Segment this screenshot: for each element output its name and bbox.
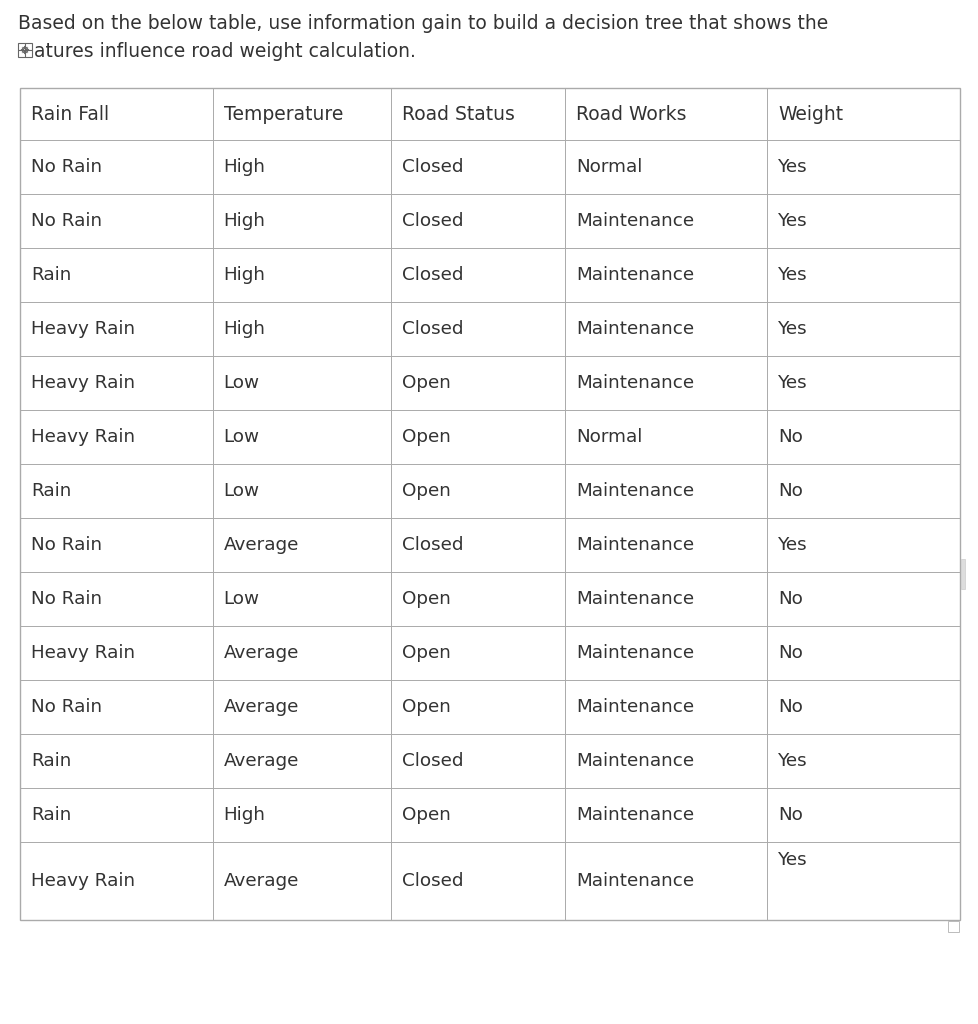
Text: No Rain: No Rain — [31, 590, 102, 608]
Text: High: High — [223, 158, 265, 176]
Text: Heavy Rain: Heavy Rain — [31, 644, 135, 662]
Text: Low: Low — [223, 590, 259, 608]
Text: Closed: Closed — [402, 536, 464, 554]
Text: Closed: Closed — [402, 319, 464, 338]
Text: Maintenance: Maintenance — [576, 212, 693, 230]
Text: Normal: Normal — [576, 428, 642, 446]
Text: Maintenance: Maintenance — [576, 266, 693, 284]
Text: Heavy Rain: Heavy Rain — [31, 872, 135, 890]
Text: Low: Low — [223, 428, 259, 446]
Text: Open: Open — [402, 644, 451, 662]
Text: Maintenance: Maintenance — [576, 590, 693, 608]
Text: Low: Low — [223, 482, 259, 500]
Text: Average: Average — [223, 644, 298, 662]
Text: Average: Average — [223, 698, 298, 716]
Text: Maintenance: Maintenance — [576, 698, 693, 716]
Text: Open: Open — [402, 698, 451, 716]
Bar — [960, 559, 964, 589]
Text: Maintenance: Maintenance — [576, 374, 693, 392]
Text: Open: Open — [402, 806, 451, 824]
Text: Temperature: Temperature — [223, 104, 342, 124]
Text: Yes: Yes — [778, 752, 807, 770]
Text: Maintenance: Maintenance — [576, 806, 693, 824]
Text: Closed: Closed — [402, 266, 464, 284]
Text: High: High — [223, 806, 265, 824]
Text: High: High — [223, 212, 265, 230]
Text: No Rain: No Rain — [31, 536, 102, 554]
Text: No: No — [778, 644, 802, 662]
Text: Maintenance: Maintenance — [576, 752, 693, 770]
Text: Maintenance: Maintenance — [576, 644, 693, 662]
Text: Closed: Closed — [402, 872, 464, 890]
Text: Yes: Yes — [778, 536, 807, 554]
Text: Maintenance: Maintenance — [576, 536, 693, 554]
Text: Yes: Yes — [778, 266, 807, 284]
Text: Open: Open — [402, 374, 451, 392]
Text: Low: Low — [223, 374, 259, 392]
Text: Closed: Closed — [402, 158, 464, 176]
Text: Closed: Closed — [402, 212, 464, 230]
Text: Normal: Normal — [576, 158, 642, 176]
Text: Yes: Yes — [778, 212, 807, 230]
Text: Heavy Rain: Heavy Rain — [31, 374, 135, 392]
Text: No: No — [778, 428, 802, 446]
Text: Rain: Rain — [31, 806, 71, 824]
Text: Average: Average — [223, 752, 298, 770]
Bar — [20, 88, 959, 920]
Text: Based on the below table, use information gain to build a decision tree that sho: Based on the below table, use informatio… — [18, 14, 827, 33]
Text: No: No — [778, 482, 802, 500]
Bar — [948, 921, 958, 932]
Text: Yes: Yes — [778, 158, 807, 176]
Text: Open: Open — [402, 590, 451, 608]
Text: No Rain: No Rain — [31, 698, 102, 716]
Text: atures influence road weight calculation.: atures influence road weight calculation… — [34, 42, 416, 61]
Text: No: No — [778, 590, 802, 608]
Text: Average: Average — [223, 872, 298, 890]
Text: Open: Open — [402, 482, 451, 500]
Text: No Rain: No Rain — [31, 212, 102, 230]
Text: Rain: Rain — [31, 482, 71, 500]
Text: Yes: Yes — [778, 374, 807, 392]
Text: Yes: Yes — [778, 851, 807, 869]
Text: Closed: Closed — [402, 752, 464, 770]
Text: Rain Fall: Rain Fall — [31, 104, 109, 124]
Text: Road Works: Road Works — [576, 104, 686, 124]
Text: No: No — [778, 698, 802, 716]
Text: Rain: Rain — [31, 266, 71, 284]
Text: No: No — [778, 806, 802, 824]
Text: Heavy Rain: Heavy Rain — [31, 319, 135, 338]
Bar — [18, 43, 32, 57]
Text: Maintenance: Maintenance — [576, 482, 693, 500]
Text: Yes: Yes — [778, 319, 807, 338]
Text: High: High — [223, 319, 265, 338]
Text: Open: Open — [402, 428, 451, 446]
Text: Maintenance: Maintenance — [576, 872, 693, 890]
Text: Heavy Rain: Heavy Rain — [31, 428, 135, 446]
Text: Average: Average — [223, 536, 298, 554]
Text: High: High — [223, 266, 265, 284]
Text: Road Status: Road Status — [402, 104, 514, 124]
Text: No Rain: No Rain — [31, 158, 102, 176]
Text: Maintenance: Maintenance — [576, 319, 693, 338]
Text: Weight: Weight — [778, 104, 843, 124]
Text: Rain: Rain — [31, 752, 71, 770]
